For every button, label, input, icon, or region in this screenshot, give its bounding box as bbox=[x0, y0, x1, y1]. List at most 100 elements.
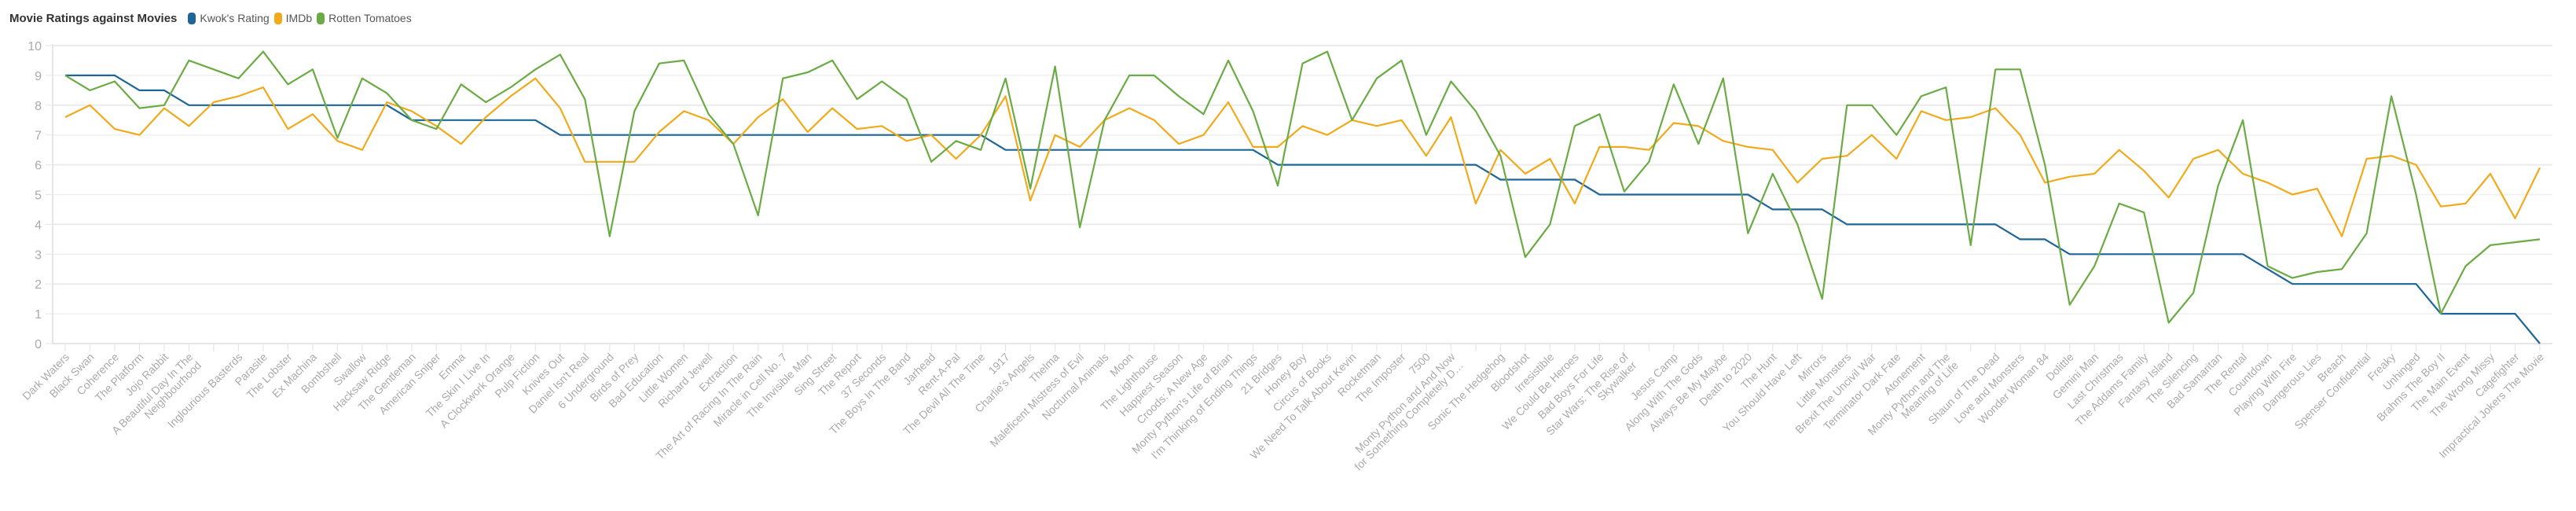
data-point[interactable] bbox=[1275, 183, 1280, 188]
data-point[interactable] bbox=[706, 118, 711, 123]
data-point[interactable] bbox=[2488, 311, 2493, 316]
data-point[interactable] bbox=[1374, 163, 1379, 167]
data-point[interactable] bbox=[310, 103, 315, 108]
data-point[interactable] bbox=[1275, 163, 1280, 167]
data-point[interactable] bbox=[2092, 264, 2097, 269]
data-point[interactable] bbox=[1795, 222, 1800, 226]
data-point[interactable] bbox=[434, 118, 439, 123]
data-point[interactable] bbox=[1152, 118, 1157, 123]
data-point[interactable] bbox=[582, 160, 587, 164]
data-point[interactable] bbox=[2414, 193, 2419, 197]
data-point[interactable] bbox=[2513, 240, 2518, 244]
data-point[interactable] bbox=[533, 76, 538, 81]
data-point[interactable] bbox=[1202, 148, 1206, 153]
data-point[interactable] bbox=[2464, 311, 2468, 316]
data-point[interactable] bbox=[1597, 145, 1602, 149]
data-point[interactable] bbox=[1844, 153, 1849, 158]
data-point[interactable] bbox=[1226, 100, 1231, 105]
data-point[interactable] bbox=[1894, 133, 1899, 138]
data-point[interactable] bbox=[1301, 123, 1305, 128]
data-point[interactable] bbox=[138, 133, 142, 138]
data-point[interactable] bbox=[2216, 148, 2221, 153]
data-point[interactable] bbox=[830, 58, 835, 63]
data-point[interactable] bbox=[756, 115, 761, 119]
data-point[interactable] bbox=[558, 133, 563, 138]
data-point[interactable] bbox=[1745, 231, 1750, 236]
data-point[interactable] bbox=[2339, 267, 2344, 271]
data-point[interactable] bbox=[879, 79, 884, 84]
data-point[interactable] bbox=[756, 133, 761, 138]
data-point[interactable] bbox=[1473, 163, 1478, 167]
data-point[interactable] bbox=[632, 108, 637, 113]
data-point[interactable] bbox=[112, 73, 117, 78]
data-point[interactable] bbox=[261, 50, 266, 54]
data-point[interactable] bbox=[2216, 252, 2221, 256]
data-point[interactable] bbox=[830, 106, 835, 111]
data-point[interactable] bbox=[2167, 321, 2171, 325]
data-point[interactable] bbox=[236, 76, 240, 81]
data-point[interactable] bbox=[2414, 163, 2419, 167]
data-point[interactable] bbox=[2537, 237, 2542, 241]
data-point[interactable] bbox=[261, 103, 266, 108]
legend-item-rotten-tomatoes[interactable]: Rotten Tomatoes bbox=[317, 12, 412, 24]
data-point[interactable] bbox=[1053, 64, 1058, 69]
data-point[interactable] bbox=[1028, 198, 1033, 203]
data-point[interactable] bbox=[1547, 156, 1552, 161]
data-point[interactable] bbox=[978, 148, 983, 153]
data-point[interactable] bbox=[2216, 183, 2221, 188]
data-point[interactable] bbox=[780, 133, 785, 138]
data-point[interactable] bbox=[1251, 108, 1256, 113]
data-point[interactable] bbox=[1597, 193, 1602, 197]
data-point[interactable] bbox=[2389, 94, 2394, 98]
data-point[interactable] bbox=[2365, 281, 2369, 286]
data-point[interactable] bbox=[2240, 252, 2245, 256]
data-point[interactable] bbox=[1745, 193, 1750, 197]
data-point[interactable] bbox=[632, 160, 637, 164]
data-point[interactable] bbox=[1523, 255, 1528, 259]
data-point[interactable] bbox=[112, 127, 117, 131]
data-point[interactable] bbox=[1325, 133, 1330, 138]
data-point[interactable] bbox=[310, 112, 315, 116]
data-point[interactable] bbox=[1301, 163, 1305, 167]
data-point[interactable] bbox=[1943, 118, 1948, 123]
data-point[interactable] bbox=[1028, 148, 1033, 153]
data-point[interactable] bbox=[1820, 207, 1825, 211]
data-point[interactable] bbox=[1176, 148, 1181, 153]
data-point[interactable] bbox=[2018, 67, 2023, 72]
data-point[interactable] bbox=[607, 234, 612, 239]
data-point[interactable] bbox=[1696, 142, 1701, 146]
data-point[interactable] bbox=[954, 138, 959, 143]
data-point[interactable] bbox=[2117, 252, 2122, 256]
series-line-imdb[interactable] bbox=[64, 77, 2541, 237]
data-point[interactable] bbox=[1547, 178, 1552, 182]
data-point[interactable] bbox=[1671, 193, 1676, 197]
data-point[interactable] bbox=[1226, 58, 1231, 63]
data-point[interactable] bbox=[384, 100, 389, 105]
data-point[interactable] bbox=[2315, 281, 2320, 286]
data-point[interactable] bbox=[780, 97, 785, 101]
data-point[interactable] bbox=[905, 138, 909, 143]
data-point[interactable] bbox=[533, 118, 538, 123]
data-point[interactable] bbox=[1004, 148, 1008, 153]
data-point[interactable] bbox=[905, 97, 909, 101]
data-point[interactable] bbox=[1671, 121, 1676, 126]
data-point[interactable] bbox=[1919, 108, 1924, 113]
data-point[interactable] bbox=[335, 136, 339, 141]
data-point[interactable] bbox=[1448, 79, 1453, 84]
data-point[interactable] bbox=[1894, 222, 1899, 226]
data-point[interactable] bbox=[2290, 281, 2295, 286]
series-line-rotten-tomatoes[interactable] bbox=[64, 50, 2541, 324]
data-point[interactable] bbox=[2365, 156, 2369, 161]
data-point[interactable] bbox=[1103, 148, 1107, 153]
data-point[interactable] bbox=[1622, 145, 1627, 149]
data-point[interactable] bbox=[657, 130, 662, 134]
data-point[interactable] bbox=[1176, 94, 1181, 98]
data-point[interactable] bbox=[2290, 193, 2295, 197]
data-point[interactable] bbox=[607, 133, 612, 138]
data-point[interactable] bbox=[2018, 237, 2023, 241]
data-point[interactable] bbox=[879, 123, 884, 128]
data-point[interactable] bbox=[2315, 186, 2320, 191]
data-point[interactable] bbox=[2042, 163, 2047, 167]
data-point[interactable] bbox=[434, 127, 439, 131]
data-point[interactable] bbox=[2068, 175, 2072, 179]
